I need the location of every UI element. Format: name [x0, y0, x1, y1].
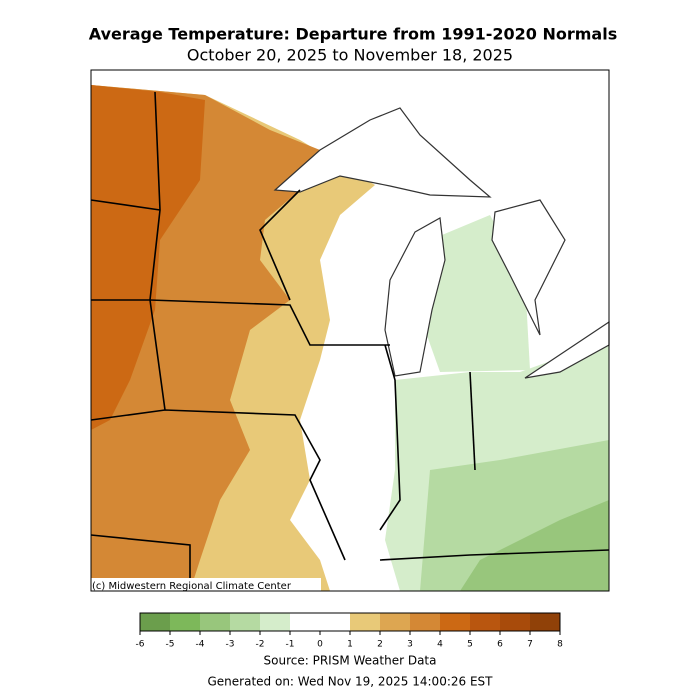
colorbar-bin	[260, 613, 290, 631]
state-border	[90, 534, 191, 591]
colorbar-tick-label: 0	[317, 640, 323, 650]
colorbar-bin	[320, 613, 350, 631]
state-border	[379, 344, 401, 531]
warm-zone-strong	[91, 85, 205, 430]
colorbar-bin	[410, 613, 440, 631]
generated: Generated on: Wed Nov 19, 2025 14:00:26 …	[208, 675, 494, 689]
colorbar-bin	[200, 613, 230, 631]
colorbar-tick-label: 2	[377, 640, 383, 650]
cool-zone-stronger	[460, 500, 609, 591]
state-border	[469, 371, 476, 471]
credit-box	[91, 578, 321, 591]
colorbar-bin	[380, 613, 410, 631]
colorbar-tick-label: -3	[226, 640, 235, 650]
colorbar-tick-label: 4	[437, 640, 443, 650]
lake-huron	[491, 199, 566, 336]
lake-superior	[273, 107, 492, 198]
colorbar-tick-label: -6	[136, 640, 145, 650]
colorbar-bin	[170, 613, 200, 631]
subtitle: October 20, 2025 to November 18, 2025	[187, 46, 513, 65]
title: Average Temperature: Departure from 1991…	[89, 25, 617, 44]
colorbar-bin	[290, 613, 320, 631]
colorbar-tick-label: 7	[527, 640, 533, 650]
source: Source: PRISM Weather Data	[264, 654, 437, 668]
state-border	[90, 199, 161, 211]
colorbar-tick-label: -4	[196, 640, 205, 650]
colorbar-tick-label: 1	[347, 640, 353, 650]
colorbar-tick-label: 5	[467, 640, 473, 650]
colorbar-bin	[500, 613, 530, 631]
colorbar-bin	[140, 613, 170, 631]
colorbar-tick-label: 6	[497, 640, 503, 650]
colorbar-tick-label: 8	[557, 640, 563, 650]
colorbar-tick-label: -1	[286, 640, 295, 650]
colorbar-bin	[530, 613, 560, 631]
colorbar-tick-label: -2	[256, 640, 265, 650]
state-border	[149, 91, 166, 411]
colorbar-bin	[470, 613, 500, 631]
lake-michigan	[384, 217, 446, 377]
state-border	[259, 189, 301, 301]
state-border	[91, 299, 390, 346]
colorbar-bin	[440, 613, 470, 631]
map-credit: (c) Midwestern Regional Climate Center	[92, 581, 292, 592]
colorbar-tick-label: -5	[166, 640, 175, 650]
state-border	[379, 549, 610, 561]
map-frame	[90, 69, 610, 592]
colorbar-tick-label: 3	[407, 640, 413, 650]
colorbar-bin	[230, 613, 260, 631]
colorbar: -6 -5 -4 -3 -2 -1 0 1 2 3 4 5 6 7 8	[136, 612, 563, 650]
map: (c) Midwestern Regional Climate Center	[90, 69, 610, 592]
colorbar-bin	[350, 613, 380, 631]
state-border	[90, 409, 346, 561]
